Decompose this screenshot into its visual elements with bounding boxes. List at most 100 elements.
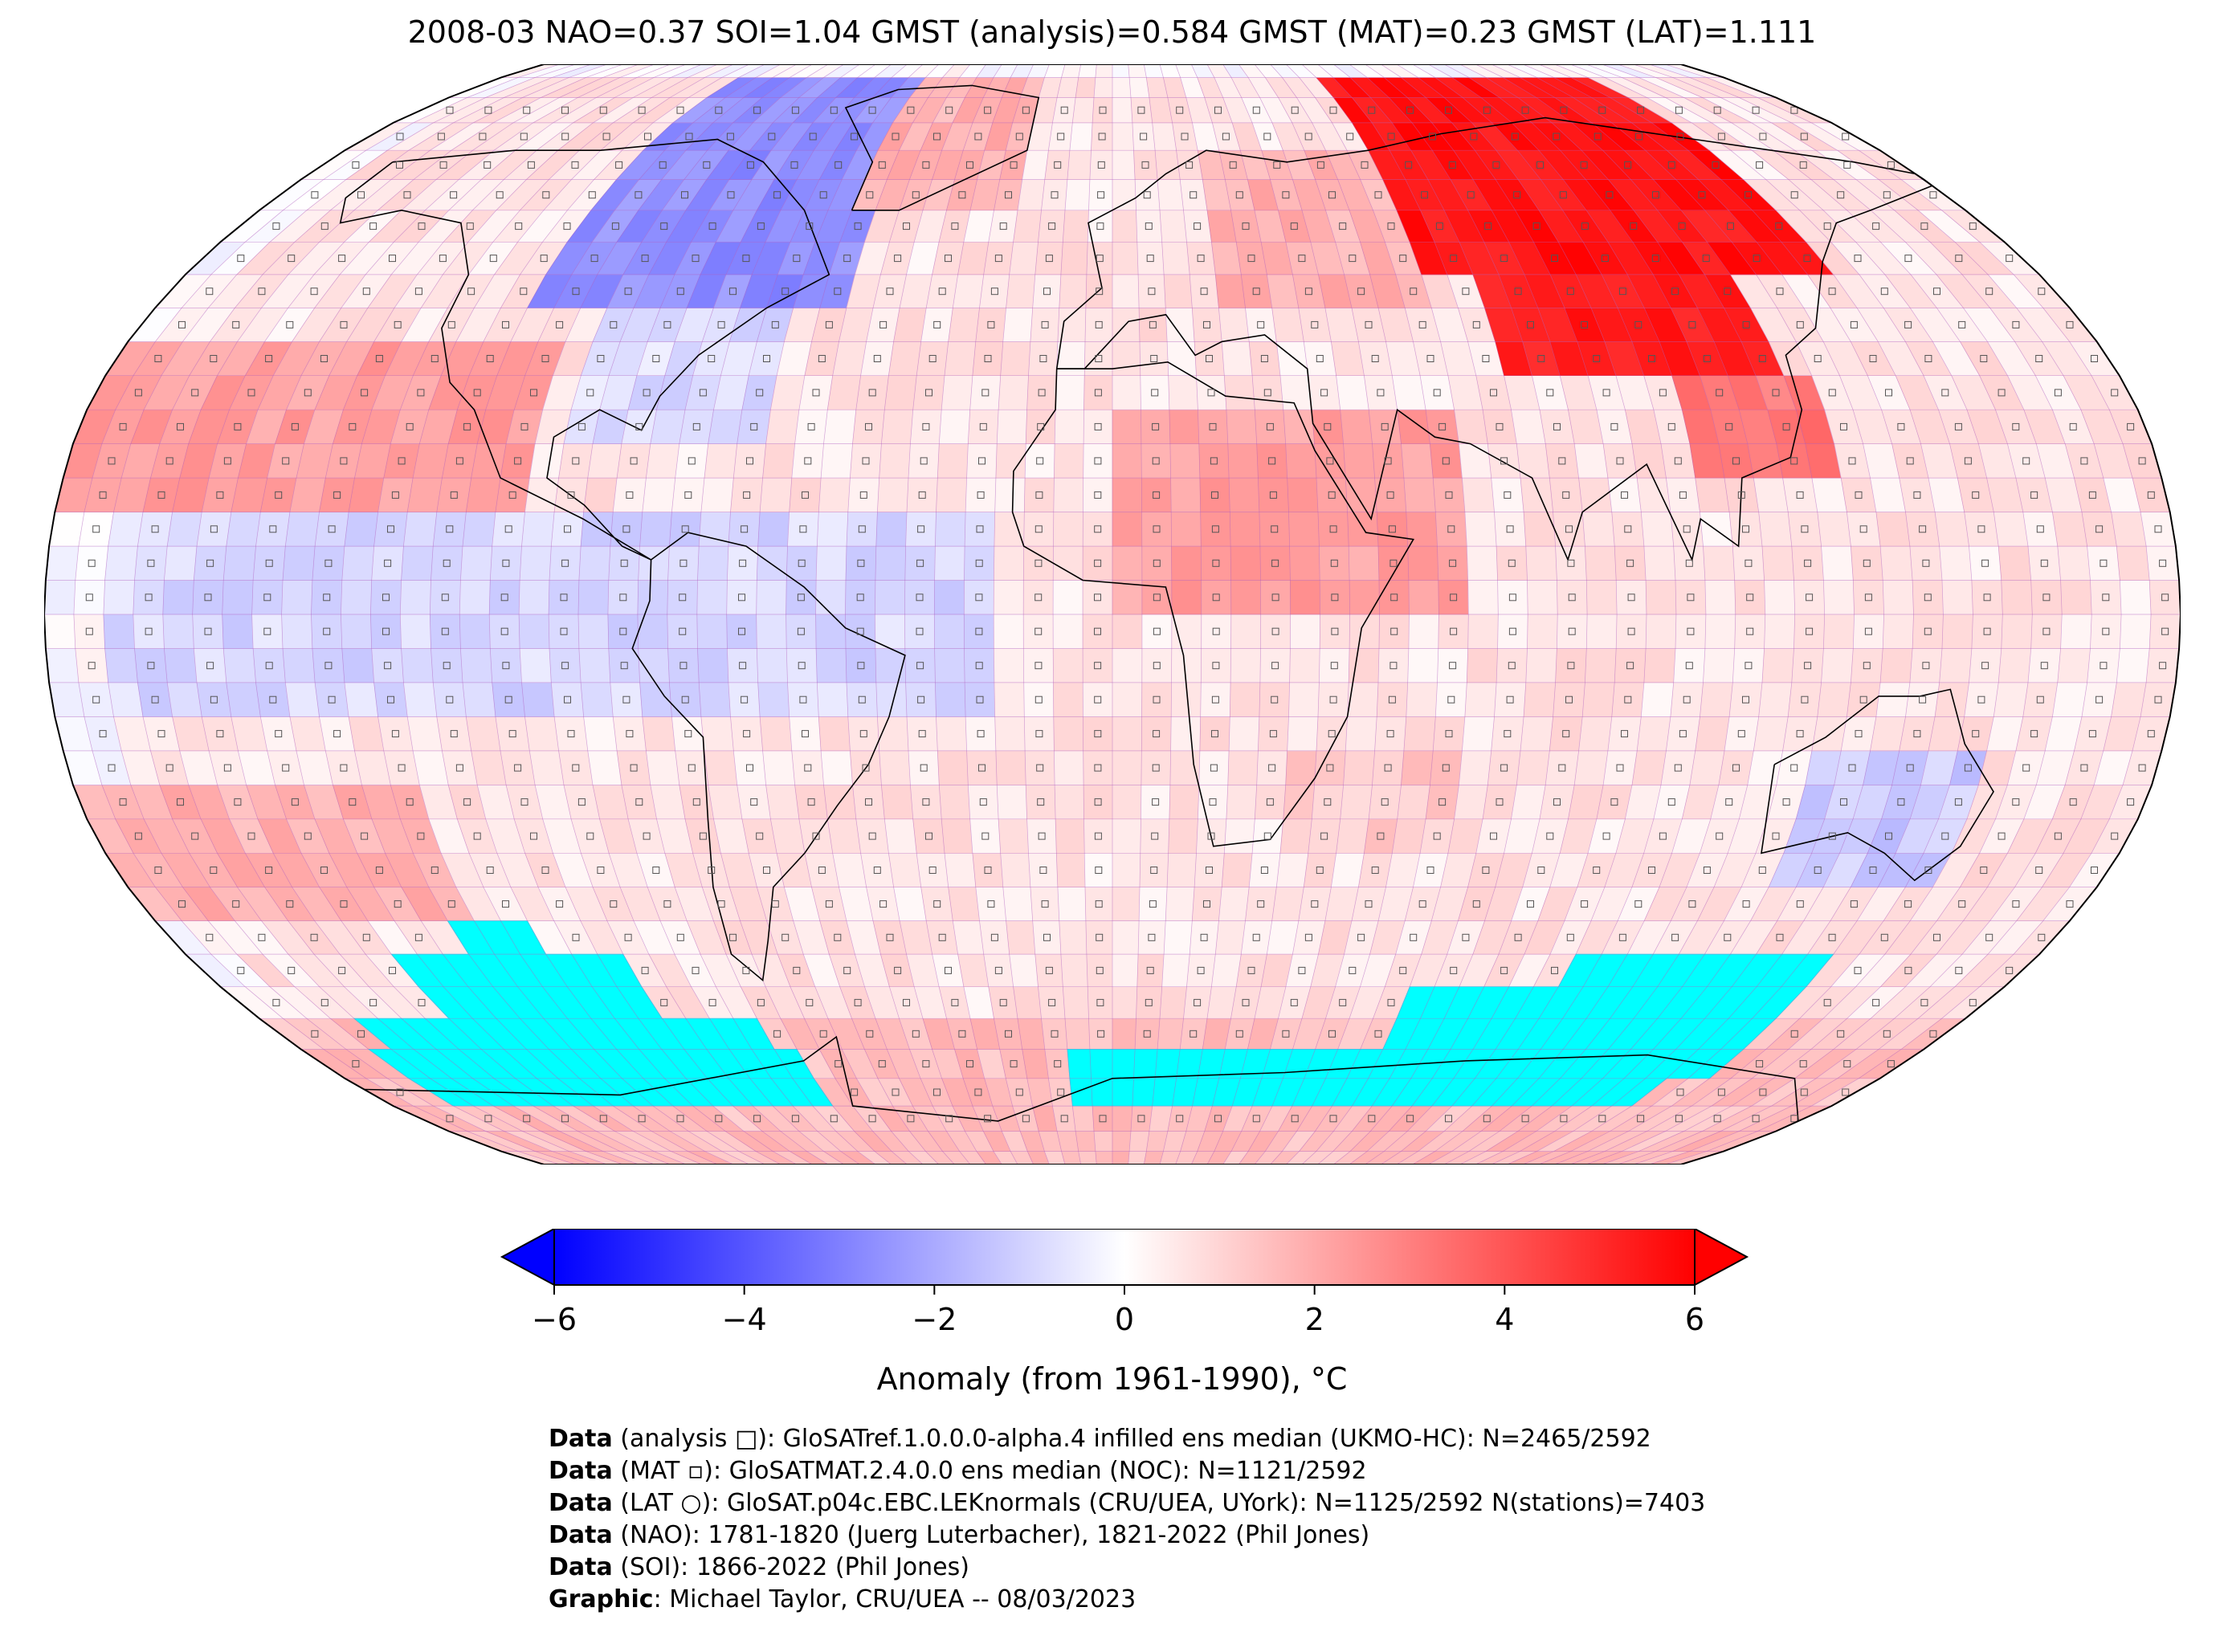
analysis-marker xyxy=(1985,933,1993,941)
grid-cell xyxy=(1128,1131,1150,1152)
analysis-marker xyxy=(1675,106,1683,114)
analysis-marker xyxy=(108,457,116,465)
grid-cell xyxy=(1847,512,1881,547)
analysis-marker xyxy=(1324,798,1332,806)
grid-cell xyxy=(401,648,434,683)
analysis-marker xyxy=(1149,900,1157,908)
analysis-marker xyxy=(1304,133,1312,141)
grid-cell xyxy=(1088,179,1113,211)
grid-cell xyxy=(1214,274,1246,308)
grid-cell xyxy=(823,409,857,444)
analysis-marker xyxy=(560,593,568,602)
grid-cell xyxy=(460,648,493,683)
grid-cell xyxy=(459,580,491,615)
analysis-marker xyxy=(2159,662,2167,670)
analysis-marker xyxy=(1389,662,1398,670)
analysis-marker xyxy=(1266,798,1274,806)
analysis-marker xyxy=(1977,695,1985,704)
analysis-marker xyxy=(1438,422,1447,430)
grid-cell xyxy=(1084,308,1113,342)
grid-cell xyxy=(1169,785,1200,820)
analysis-marker xyxy=(450,491,458,499)
analysis-marker xyxy=(2012,320,2020,328)
analysis-marker xyxy=(1331,593,1339,602)
grid-cell xyxy=(1141,750,1171,785)
analysis-marker xyxy=(391,491,399,499)
analysis-marker xyxy=(446,106,454,114)
analysis-marker xyxy=(1247,255,1255,263)
analysis-marker xyxy=(685,133,693,141)
analysis-marker xyxy=(247,832,255,840)
analysis-marker xyxy=(984,867,992,874)
grid-cell xyxy=(1171,580,1202,615)
analysis-marker xyxy=(455,457,463,465)
analysis-marker xyxy=(282,457,290,465)
grid-cell xyxy=(1112,1018,1136,1050)
grid-cell xyxy=(1406,682,1438,717)
coastline xyxy=(364,1035,1799,1122)
analysis-marker xyxy=(1828,832,1836,840)
analysis-marker xyxy=(394,900,402,908)
analysis-marker xyxy=(644,133,651,141)
analysis-marker xyxy=(1799,1060,1807,1068)
grid-cell xyxy=(1137,274,1166,308)
analysis-marker xyxy=(771,900,779,908)
grid-cell xyxy=(1793,580,1826,615)
grid-cell xyxy=(341,580,373,615)
analysis-marker xyxy=(2161,627,2169,635)
analysis-marker xyxy=(599,1115,607,1123)
grid-cell xyxy=(401,545,434,581)
grid-cell xyxy=(1154,149,1181,180)
analysis-marker xyxy=(1742,695,1749,704)
analysis-marker xyxy=(1328,191,1336,199)
analysis-marker xyxy=(1675,1115,1683,1123)
grid-cell xyxy=(1934,512,1969,547)
analysis-marker xyxy=(572,288,580,296)
analysis-marker xyxy=(676,1115,684,1123)
grid-cell xyxy=(1200,545,1231,581)
analysis-marker xyxy=(1449,662,1457,670)
analysis-marker xyxy=(1185,161,1194,169)
grid-cell xyxy=(1230,580,1262,615)
grid-cell xyxy=(1023,477,1055,512)
grid-cell xyxy=(667,614,698,649)
grid-cell xyxy=(406,477,443,512)
analysis-marker xyxy=(2111,832,2119,840)
analysis-marker xyxy=(742,966,750,974)
analysis-marker xyxy=(916,662,924,670)
analysis-marker xyxy=(1732,764,1740,772)
analysis-marker xyxy=(1096,222,1104,230)
analysis-marker xyxy=(1551,966,1558,974)
analysis-marker xyxy=(1045,966,1053,974)
grid-cell xyxy=(1673,648,1706,683)
analysis-marker xyxy=(1449,559,1457,567)
grid-cell xyxy=(1941,580,1973,615)
analysis-marker xyxy=(154,355,162,362)
grid-cell xyxy=(1112,545,1143,581)
analysis-marker xyxy=(977,491,985,499)
grid-cell xyxy=(826,375,861,410)
grid-cell xyxy=(1821,648,1854,683)
analysis-marker xyxy=(2012,422,2020,430)
analysis-marker xyxy=(1796,320,1804,328)
grid-cell xyxy=(697,545,729,581)
analysis-marker xyxy=(933,1088,941,1096)
analysis-marker xyxy=(1260,355,1268,362)
analysis-marker xyxy=(1559,191,1567,199)
analysis-marker xyxy=(1840,422,1847,430)
grid-cell xyxy=(103,580,135,615)
analysis-marker xyxy=(2069,422,2077,430)
grid-cell xyxy=(910,409,942,444)
analysis-marker xyxy=(878,1060,886,1068)
grid-cell xyxy=(1038,986,1066,1019)
analysis-marker xyxy=(1357,288,1365,296)
sea-ice-cell xyxy=(1089,1049,1113,1079)
grid-cell xyxy=(728,682,761,717)
grid-cell xyxy=(998,375,1029,410)
grid-cell xyxy=(1082,614,1113,649)
grid-cell xyxy=(1782,716,1818,752)
analysis-marker xyxy=(611,222,619,230)
analysis-marker xyxy=(1863,662,1871,670)
analysis-marker xyxy=(976,695,984,704)
grid-cell xyxy=(964,512,996,547)
